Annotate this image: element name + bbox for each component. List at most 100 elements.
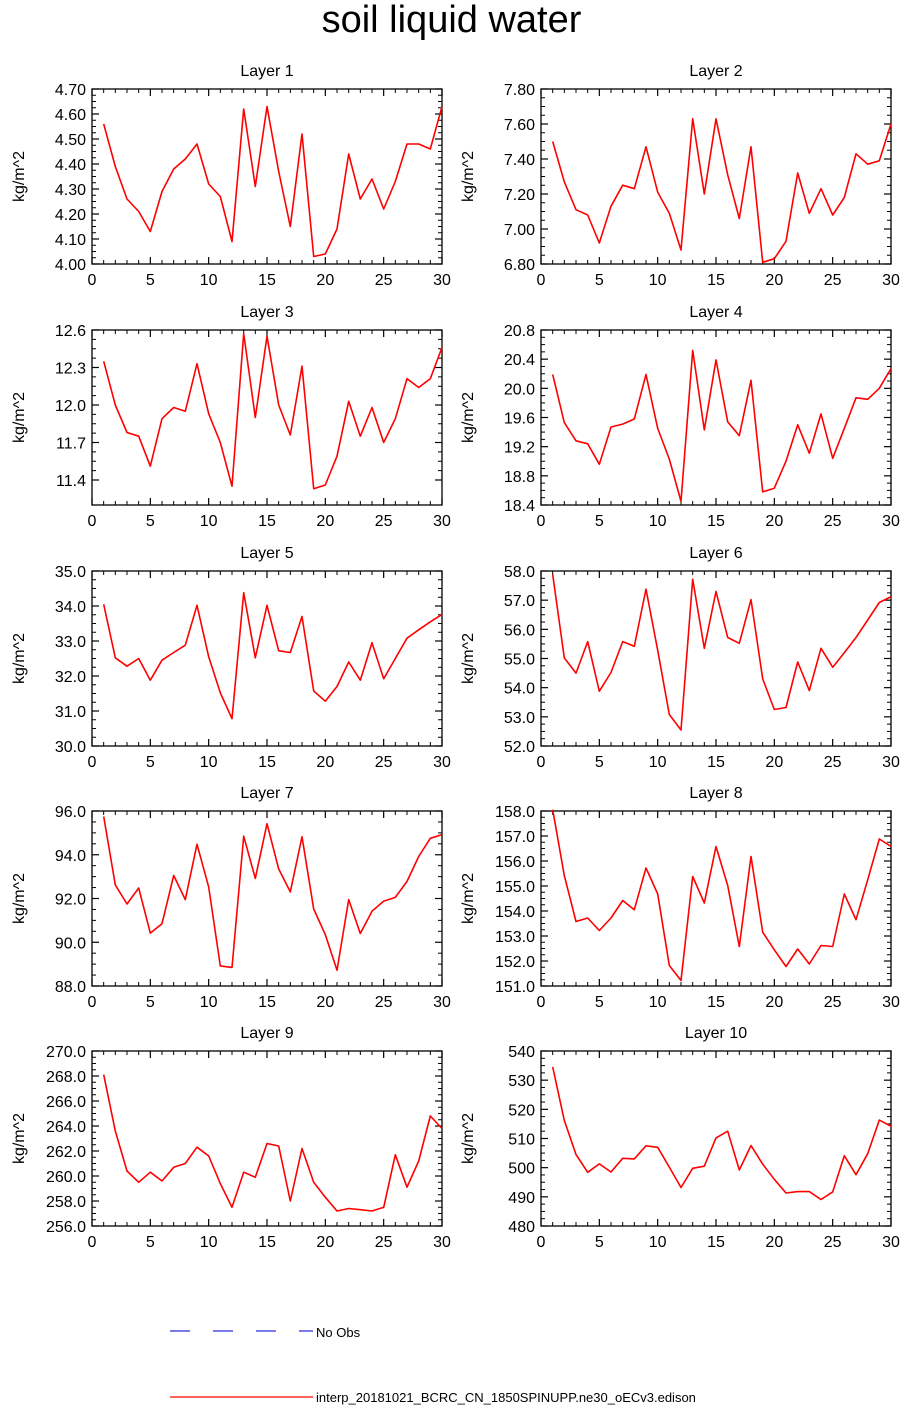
panel-10-title: Layer 10 bbox=[685, 1025, 747, 1042]
panel-8-frame bbox=[540, 810, 892, 987]
panel-10-series-line bbox=[551, 1066, 892, 1201]
panel-1-xtick-label: 30 bbox=[433, 272, 451, 289]
panel-8-ytick-label: 156.0 bbox=[495, 854, 535, 871]
panel-8-xtick-label: 25 bbox=[824, 994, 842, 1011]
panel-8-ytick-label: 153.0 bbox=[495, 929, 535, 946]
panel-5-series-line bbox=[102, 591, 443, 720]
panel-4-xtick-label: 30 bbox=[882, 513, 900, 530]
panel-4-ytick-label: 19.2 bbox=[504, 440, 535, 457]
panel-9-ytick-label: 262.0 bbox=[46, 1144, 86, 1161]
panel-8-xtick-label: 5 bbox=[595, 994, 604, 1011]
panel-1-ytick-label: 4.40 bbox=[55, 157, 86, 174]
panel-3-ytick-label: 12.0 bbox=[55, 398, 86, 415]
panel-6-ytick-label: 54.0 bbox=[504, 681, 535, 698]
panel-8-series-line bbox=[551, 809, 892, 982]
panel-2-frame bbox=[540, 88, 892, 265]
panel-6-xtick-label: 5 bbox=[595, 754, 604, 771]
panel-7-ytick-label: 90.0 bbox=[55, 935, 86, 952]
panel-3-xtick-label: 15 bbox=[258, 513, 276, 530]
panel-8-xtick-label: 30 bbox=[882, 994, 900, 1011]
panel-2-ytick-label: 7.20 bbox=[504, 187, 535, 204]
panel-9-ylabel: kg/m^2 bbox=[11, 1113, 28, 1164]
panel-4-xtick-label: 25 bbox=[824, 513, 842, 530]
panel-2-xtick-label: 0 bbox=[537, 272, 546, 289]
panel-3-ytick-label: 11.4 bbox=[56, 473, 86, 490]
panel-9-xtick-label: 0 bbox=[88, 1234, 97, 1251]
panel-10-ylabel: kg/m^2 bbox=[460, 1113, 477, 1164]
panel-7-xtick-label: 5 bbox=[146, 994, 155, 1011]
panel-6-xtick-label: 30 bbox=[882, 754, 900, 771]
panel-3-xtick-label: 0 bbox=[88, 513, 97, 530]
panel-7-xtick-label: 25 bbox=[375, 994, 393, 1011]
panel-3-xtick-label: 10 bbox=[200, 513, 218, 530]
panel-7-ytick-label: 88.0 bbox=[55, 979, 86, 996]
panel-10-xtick-label: 10 bbox=[649, 1234, 667, 1251]
panel-2-xtick-label: 10 bbox=[649, 272, 667, 289]
panel-2-xtick-label: 25 bbox=[824, 272, 842, 289]
panel-5-ytick-label: 34.0 bbox=[55, 599, 86, 616]
panel-1-ytick-label: 4.60 bbox=[55, 107, 86, 124]
panel-7-ytick-label: 94.0 bbox=[55, 848, 86, 865]
panel-5-ytick-label: 32.0 bbox=[55, 669, 86, 686]
panel-1-title: Layer 1 bbox=[240, 63, 293, 80]
panel-10-ytick-label: 490 bbox=[508, 1190, 535, 1207]
panel-8-ytick-label: 151.0 bbox=[495, 979, 535, 996]
panel-1-frame bbox=[91, 88, 443, 265]
panel-9-xtick-label: 30 bbox=[433, 1234, 451, 1251]
panel-4-ylabel: kg/m^2 bbox=[460, 392, 477, 443]
panel-2-xtick-label: 20 bbox=[765, 272, 783, 289]
panel-4-ytick-label: 18.8 bbox=[504, 469, 535, 486]
panel-10-xtick-label: 5 bbox=[595, 1234, 604, 1251]
panel-5-ytick-label: 35.0 bbox=[55, 564, 86, 581]
panel-5-xtick-label: 30 bbox=[433, 754, 451, 771]
panel-1-ytick-label: 4.30 bbox=[55, 182, 86, 199]
panel-6-ytick-label: 55.0 bbox=[504, 652, 535, 669]
panel-9-ytick-label: 270.0 bbox=[46, 1044, 86, 1061]
panel-5-xtick-label: 15 bbox=[258, 754, 276, 771]
panel-8-title: Layer 8 bbox=[689, 785, 742, 802]
panel-4-ytick-label: 19.6 bbox=[504, 411, 535, 428]
panel-5-xtick-label: 0 bbox=[88, 754, 97, 771]
panel-2-ytick-label: 7.40 bbox=[504, 152, 535, 169]
panel-6-series-line bbox=[551, 574, 892, 731]
panel-5-xtick-label: 10 bbox=[200, 754, 218, 771]
panel-7-xtick-label: 20 bbox=[316, 994, 334, 1011]
panel-2-xtick-label: 15 bbox=[707, 272, 725, 289]
panel-9-ytick-label: 260.0 bbox=[46, 1169, 86, 1186]
panel-6-xtick-label: 25 bbox=[824, 754, 842, 771]
panel-10-xtick-label: 20 bbox=[765, 1234, 783, 1251]
panel-9-xtick-label: 15 bbox=[258, 1234, 276, 1251]
panel-2-ylabel: kg/m^2 bbox=[460, 151, 477, 202]
panel-10-ytick-label: 500 bbox=[508, 1161, 535, 1178]
panel-6-xtick-label: 10 bbox=[649, 754, 667, 771]
panel-6-ytick-label: 56.0 bbox=[504, 622, 535, 639]
panel-1-ytick-label: 4.20 bbox=[55, 207, 86, 224]
panel-1-ytick-label: 4.50 bbox=[55, 132, 86, 149]
panel-8-ytick-label: 158.0 bbox=[495, 804, 535, 821]
panel-1-ylabel: kg/m^2 bbox=[11, 151, 28, 202]
panel-9-ytick-label: 264.0 bbox=[46, 1119, 86, 1136]
panel-10-xtick-label: 30 bbox=[882, 1234, 900, 1251]
legend-label-no-obs: No Obs bbox=[316, 1325, 361, 1340]
panel-9-ytick-label: 268.0 bbox=[46, 1069, 86, 1086]
panel-6-xtick-label: 15 bbox=[707, 754, 725, 771]
panel-3-ylabel: kg/m^2 bbox=[11, 392, 28, 443]
panel-2-series-line bbox=[551, 118, 892, 264]
panel-9-ytick-label: 256.0 bbox=[46, 1219, 86, 1236]
panel-5-ytick-label: 30.0 bbox=[55, 739, 86, 756]
panel-9-xtick-label: 25 bbox=[375, 1234, 393, 1251]
panel-5-ylabel: kg/m^2 bbox=[11, 633, 28, 684]
panel-6-ylabel: kg/m^2 bbox=[460, 633, 477, 684]
panel-9-title: Layer 9 bbox=[240, 1025, 293, 1042]
panel-8-ylabel: kg/m^2 bbox=[460, 873, 477, 924]
panel-1-xtick-label: 0 bbox=[88, 272, 97, 289]
panel-5-title: Layer 5 bbox=[240, 545, 293, 562]
legend-label-model: interp_20181021_BCRC_CN_1850SPINUPP.ne30… bbox=[316, 1390, 696, 1405]
panel-9-xtick-label: 5 bbox=[146, 1234, 155, 1251]
panel-1-xtick-label: 10 bbox=[200, 272, 218, 289]
panel-2-ytick-label: 7.00 bbox=[504, 222, 535, 239]
panel-7-xtick-label: 0 bbox=[88, 994, 97, 1011]
panel-6-ytick-label: 58.0 bbox=[504, 564, 535, 581]
panel-7-series-line bbox=[102, 816, 443, 972]
